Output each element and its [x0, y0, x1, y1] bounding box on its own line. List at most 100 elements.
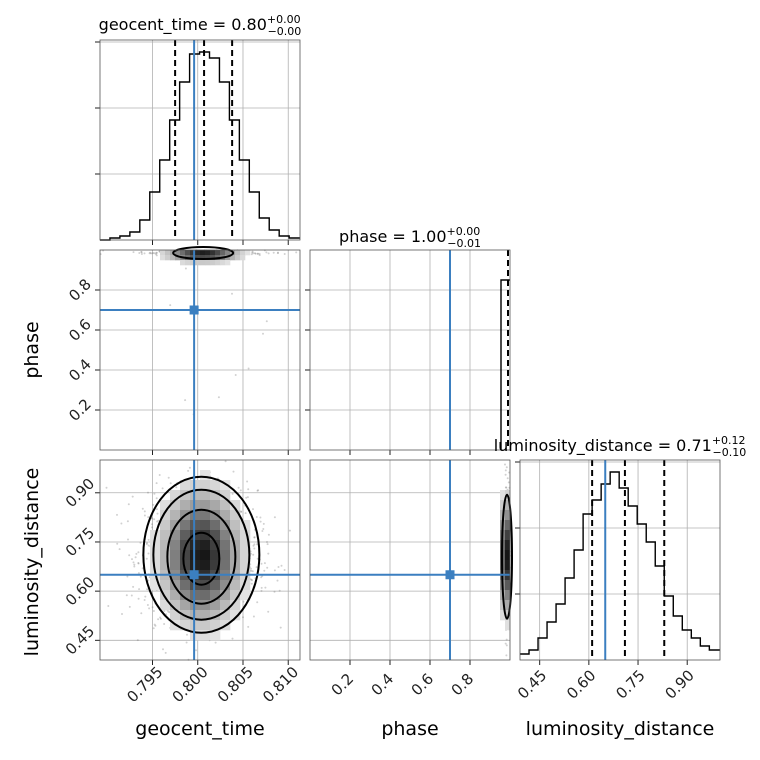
ld-vs-time-density-cell-67: [200, 520, 211, 531]
ld-vs-time-sample-1007: [252, 615, 255, 618]
ld-vs-time-sample-663: [250, 569, 253, 572]
phase-vs-time-density-cell-11: [185, 250, 191, 256]
ld-vs-time-sample-1236: [250, 552, 252, 555]
ld-vs-time-sample-595: [185, 641, 188, 644]
ld-vs-time-density-cell-97: [220, 500, 231, 511]
ld-vs-time-density-cell-84: [210, 530, 221, 541]
ld-vs-time-density-cell-70: [200, 550, 211, 561]
phase-vs-time-sample-252: [252, 252, 255, 255]
phase-vs-time-density-cell-37: [225, 260, 231, 266]
ld-vs-time-sample-954: [187, 469, 190, 472]
ld-vs-time-sample-609: [137, 572, 140, 575]
ld-vs-time-sample-1258: [186, 633, 188, 636]
ld-vs-time-sample-67: [153, 623, 156, 626]
ld-vs-phase-sample-281: [507, 481, 510, 484]
ld-vs-time-sample-707: [256, 557, 259, 560]
ld-vs-time-sample-662: [151, 523, 153, 526]
phase-vs-time-sample-342: [265, 320, 268, 323]
phase-vs-time-yticklabel-0: 0.2: [65, 395, 95, 425]
ld-vs-time-sample-1009: [252, 508, 254, 511]
ld-vs-time-sample-988: [125, 594, 128, 597]
phase-vs-time-density-cell-32: [220, 250, 226, 256]
ld-vs-time-sample-718: [133, 563, 136, 566]
ld-vs-time-contour-2: [166, 508, 237, 605]
ld-vs-time-density-cell-49: [190, 510, 201, 521]
ld-vs-time-sample-1195: [263, 569, 266, 572]
ld-vs-time-sample-411: [143, 510, 146, 513]
ld-vs-time-density-cell-38: [180, 550, 191, 561]
phase-vs-time-density-cell-36: [225, 255, 231, 261]
phase-vs-time-density-cell-3: [165, 255, 171, 261]
hist-ld-xticklabel-0: 0.45: [514, 666, 550, 702]
phase-vs-time-sample-4: [140, 251, 143, 254]
ylabel-luminosity-distance: luminosity_distance: [21, 468, 43, 657]
ld-vs-phase-xticklabel-1: 0.4: [368, 670, 398, 700]
ld-vs-time-sample-776: [276, 579, 279, 582]
phase-vs-time-density-cell-26: [210, 250, 216, 256]
ld-vs-time-density-cell-103: [220, 560, 231, 571]
ld-vs-time-sample-845: [126, 575, 129, 578]
phase-vs-time-contour-0: [172, 246, 235, 260]
ld-vs-time-density-cell-8: [160, 520, 171, 531]
ld-vs-time-sample-489: [137, 597, 140, 600]
ld-vs-time-density-cell-95: [220, 480, 231, 491]
ld-vs-time-sample-843: [131, 558, 133, 561]
phase-vs-time-sample-346: [184, 267, 187, 270]
ld-vs-phase-sample-253: [504, 463, 506, 466]
ld-vs-phase-sample-147: [505, 466, 508, 469]
phase-vs-time-density-cell-13: [185, 260, 191, 266]
ld-vs-phase-sample-192: [504, 642, 507, 645]
phase-vs-time-sample-211: [152, 252, 155, 254]
ld-vs-time-density-cell-19: [170, 510, 181, 521]
ld-vs-time-sample-211: [260, 576, 263, 579]
ld-vs-time-sample-1060: [259, 520, 262, 523]
ld-vs-time-sample-1116: [273, 569, 276, 572]
title-geocent-time: geocent_time = 0.80+0.00 −0.00: [99, 13, 302, 38]
ld-vs-time-sample-13: [138, 588, 141, 591]
ld-vs-time-sample-1122: [253, 536, 256, 539]
ld-vs-time-density-cell-5: [150, 580, 161, 591]
ld-vs-time-density-cell-120: [230, 600, 241, 611]
xlabel-luminosity-distance: luminosity_distance: [526, 718, 715, 740]
phase-vs-time-density-cell-28: [210, 260, 216, 266]
ld-vs-time-sample-101: [267, 610, 270, 613]
phase-vs-time-density-cell-41: [235, 255, 241, 261]
ld-vs-time-density-cell-99: [220, 520, 231, 531]
ld-vs-time-density-cell-119: [230, 590, 241, 601]
ld-vs-time-density-cell-69: [200, 540, 211, 551]
phase-vs-time-density-cell-14: [190, 250, 196, 256]
ld-vs-time-density-cell-32: [180, 490, 191, 501]
phase-vs-time-density-cell-21: [200, 255, 206, 261]
ld-vs-time-sample-895: [251, 579, 253, 582]
ld-vs-time-sample-601: [152, 503, 155, 506]
phase-vs-time-density-cell-1: [160, 255, 166, 261]
ld-vs-time-density-cell-77: [200, 620, 211, 631]
ld-vs-time-density-cell-57: [190, 590, 201, 601]
phase-vs-time-density-cell-23: [205, 250, 211, 256]
ld-vs-time-sample-1127: [256, 489, 259, 492]
ld-vs-time-sample-141: [257, 489, 260, 492]
ld-vs-time-sample-1370: [250, 578, 253, 581]
ld-vs-time-yticklabel-2: 0.75: [62, 524, 98, 560]
phase-vs-time-sample-95: [155, 254, 158, 257]
ld-vs-time-density-cell-56: [190, 580, 201, 591]
ld-vs-time-density-cell-113: [230, 530, 241, 541]
phase-vs-time-density-cell-7: [175, 255, 181, 261]
phase-vs-time-density-cell-2: [165, 250, 171, 256]
ld-vs-time-density-cell-3: [150, 560, 161, 571]
phase-vs-time-density-cell-17: [195, 250, 201, 256]
title-geocent-time-value: geocent_time = 0.80: [99, 15, 267, 35]
phase-vs-time-sample-208: [251, 250, 254, 253]
ld-vs-time-sample-513: [147, 516, 150, 519]
ld-vs-time-sample-1367: [148, 607, 151, 610]
ld-vs-phase-truth-point: [445, 570, 455, 580]
ld-vs-time-sample-837: [231, 637, 234, 640]
ld-vs-time-density-cell-100: [220, 530, 231, 541]
ld-vs-time-density-cell-12: [160, 560, 171, 571]
phase-vs-time-density-cell-34: [220, 260, 226, 266]
ld-vs-time-sample-926: [137, 562, 140, 564]
ld-vs-time-yticklabel-3: 0.90: [62, 475, 98, 511]
ld-vs-time-sample-366: [262, 522, 265, 525]
phase-vs-time-sample-58: [272, 251, 275, 254]
phase-vs-time-sample-250: [256, 252, 259, 255]
